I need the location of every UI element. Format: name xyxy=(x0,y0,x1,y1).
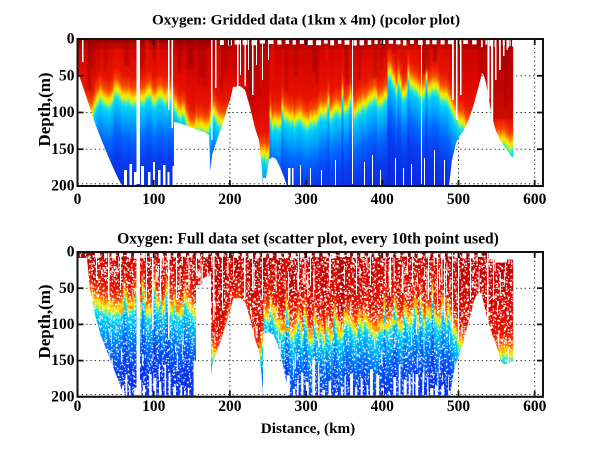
svg-text:600: 600 xyxy=(523,191,547,208)
svg-text:Depth,(m): Depth,(m) xyxy=(35,72,54,146)
svg-text:100: 100 xyxy=(142,191,166,208)
svg-text:Distance, (km): Distance, (km) xyxy=(261,420,355,437)
svg-text:300: 300 xyxy=(294,191,318,208)
svg-text:600: 600 xyxy=(523,398,547,415)
svg-text:50: 50 xyxy=(59,280,75,297)
svg-text:150: 150 xyxy=(51,141,75,158)
svg-text:200: 200 xyxy=(218,191,242,208)
svg-text:200: 200 xyxy=(51,388,75,405)
svg-text:Oxygen: Gridded data (1km x 4m: Oxygen: Gridded data (1km x 4m) (pcolor … xyxy=(152,12,460,29)
svg-text:100: 100 xyxy=(142,398,166,415)
svg-text:50: 50 xyxy=(59,67,75,84)
svg-text:500: 500 xyxy=(447,398,471,415)
svg-text:0: 0 xyxy=(67,31,75,48)
svg-text:400: 400 xyxy=(371,398,395,415)
svg-text:0: 0 xyxy=(74,191,82,208)
svg-text:200: 200 xyxy=(218,398,242,415)
svg-text:0: 0 xyxy=(74,398,82,415)
svg-text:400: 400 xyxy=(371,191,395,208)
svg-text:0: 0 xyxy=(67,244,75,261)
svg-text:200: 200 xyxy=(51,178,75,195)
svg-text:300: 300 xyxy=(294,398,318,415)
svg-text:Depth,(m): Depth,(m) xyxy=(35,284,54,358)
svg-text:Oxygen: Full data set (scatter: Oxygen: Full data set (scatter plot, eve… xyxy=(117,231,499,248)
svg-text:100: 100 xyxy=(51,316,75,333)
svg-text:150: 150 xyxy=(51,352,75,369)
svg-text:500: 500 xyxy=(447,191,471,208)
svg-text:100: 100 xyxy=(51,104,75,121)
